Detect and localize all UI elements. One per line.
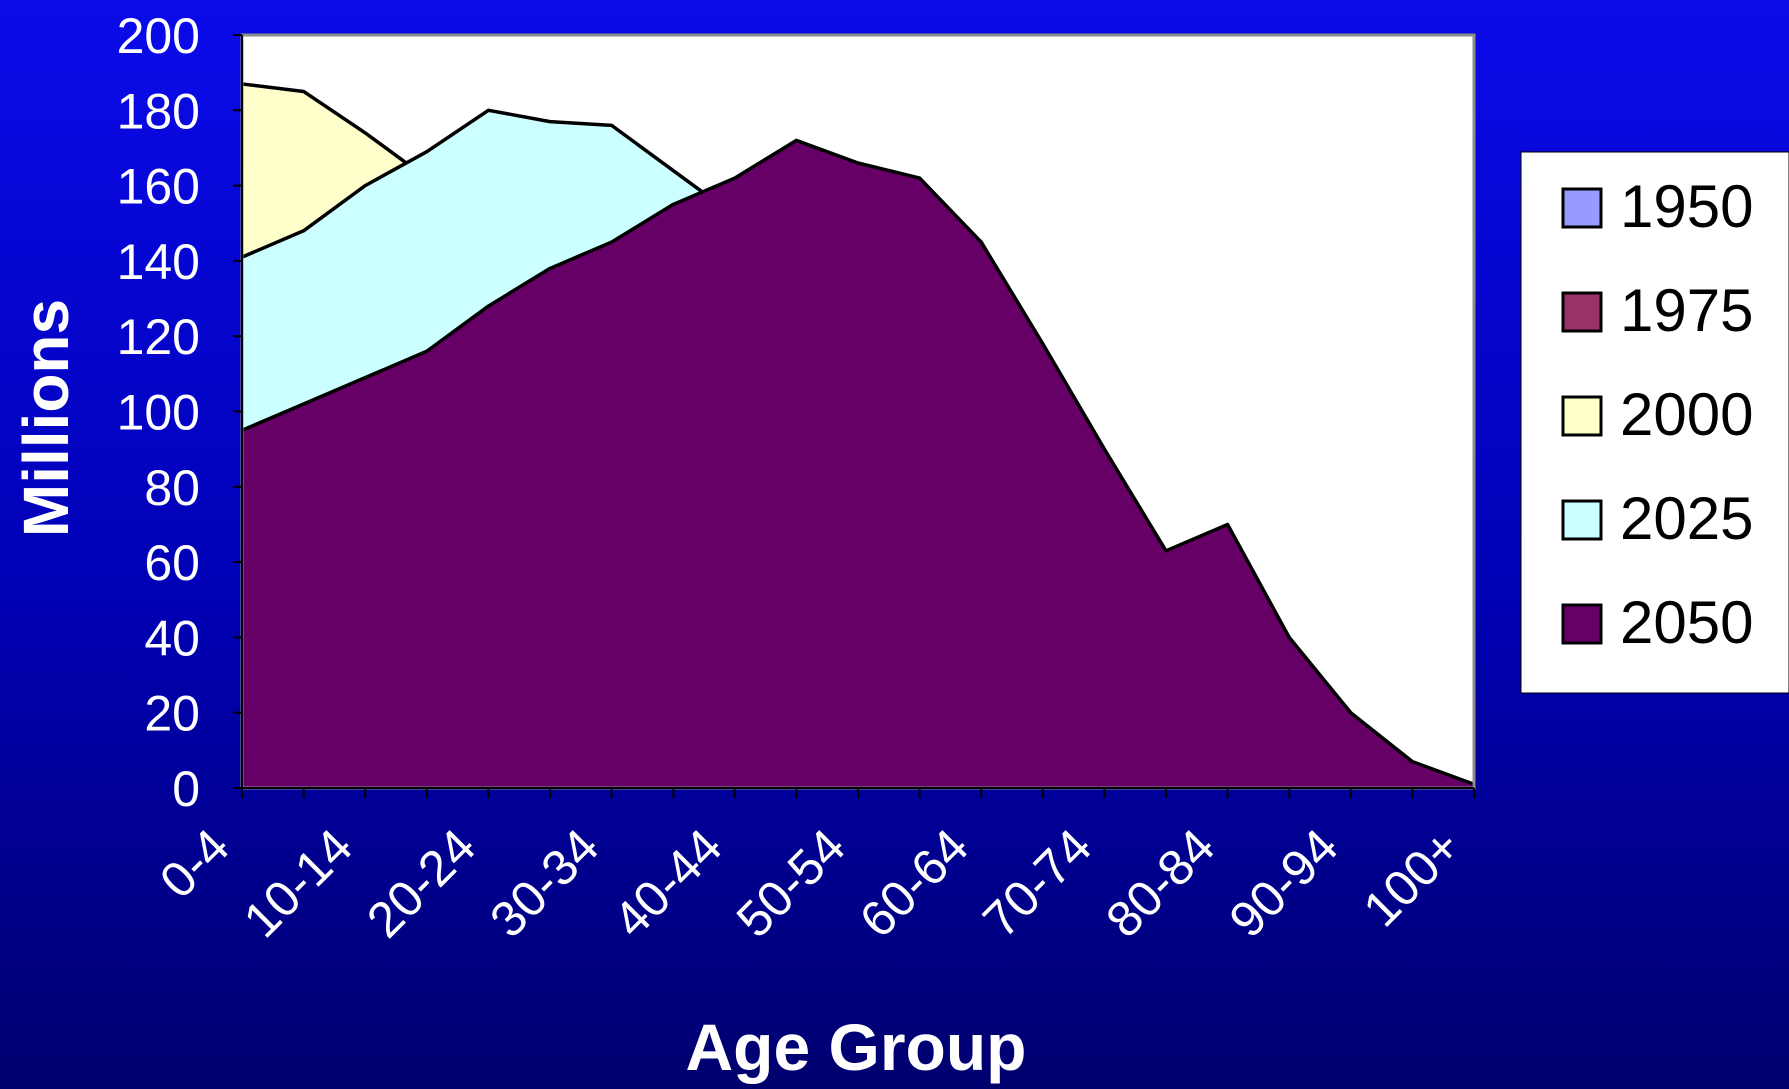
x-tick-label: 100+ (1353, 818, 1472, 937)
x-tick-label: 90-94 (1219, 818, 1349, 948)
area (242, 140, 1474, 789)
y-tick-label: 180 (117, 83, 200, 139)
x-tick-label: 0-4 (149, 818, 240, 909)
legend-swatch (1561, 291, 1603, 333)
legend-label: 2000 (1620, 381, 1753, 448)
x-tick-label: 20-24 (356, 818, 486, 948)
x-tick-label: 30-34 (479, 818, 609, 948)
legend-label: 1975 (1620, 277, 1753, 344)
legend-label: 2050 (1620, 589, 1753, 656)
y-tick-label: 40 (144, 610, 200, 666)
area-outline (241, 138, 1475, 786)
x-tick-label: 60-64 (849, 818, 979, 948)
y-tick-label: 120 (117, 309, 200, 365)
y-tick-label: 0 (172, 761, 200, 817)
y-tick-label: 140 (117, 234, 200, 290)
y-tick-label: 160 (117, 159, 200, 215)
x-axis-title: Age Group (686, 1010, 1027, 1084)
y-tick-label: 100 (117, 385, 200, 441)
y-axis-title: Millions (10, 299, 82, 537)
y-tick-label: 60 (144, 535, 200, 591)
legend-label: 1950 (1620, 173, 1753, 240)
legend-swatch (1561, 499, 1603, 541)
legend-swatch (1561, 187, 1603, 229)
x-tick-label: 70-74 (972, 818, 1102, 948)
x-tick-label: 50-54 (726, 818, 856, 948)
y-tick-label: 200 (117, 8, 200, 64)
legend-swatch (1561, 395, 1603, 437)
y-tick-label: 20 (144, 686, 200, 742)
legend-label: 2025 (1620, 485, 1753, 552)
y-tick-label: 80 (144, 460, 200, 516)
legend-swatch (1561, 603, 1603, 645)
x-tick-label: 10-14 (233, 818, 363, 948)
x-tick-label: 40-44 (603, 818, 733, 948)
x-tick-label: 80-84 (1095, 818, 1225, 948)
